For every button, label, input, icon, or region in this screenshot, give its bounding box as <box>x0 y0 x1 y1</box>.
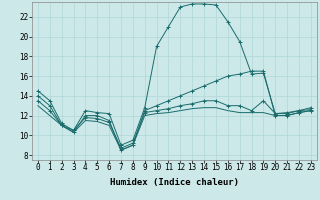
X-axis label: Humidex (Indice chaleur): Humidex (Indice chaleur) <box>110 178 239 187</box>
